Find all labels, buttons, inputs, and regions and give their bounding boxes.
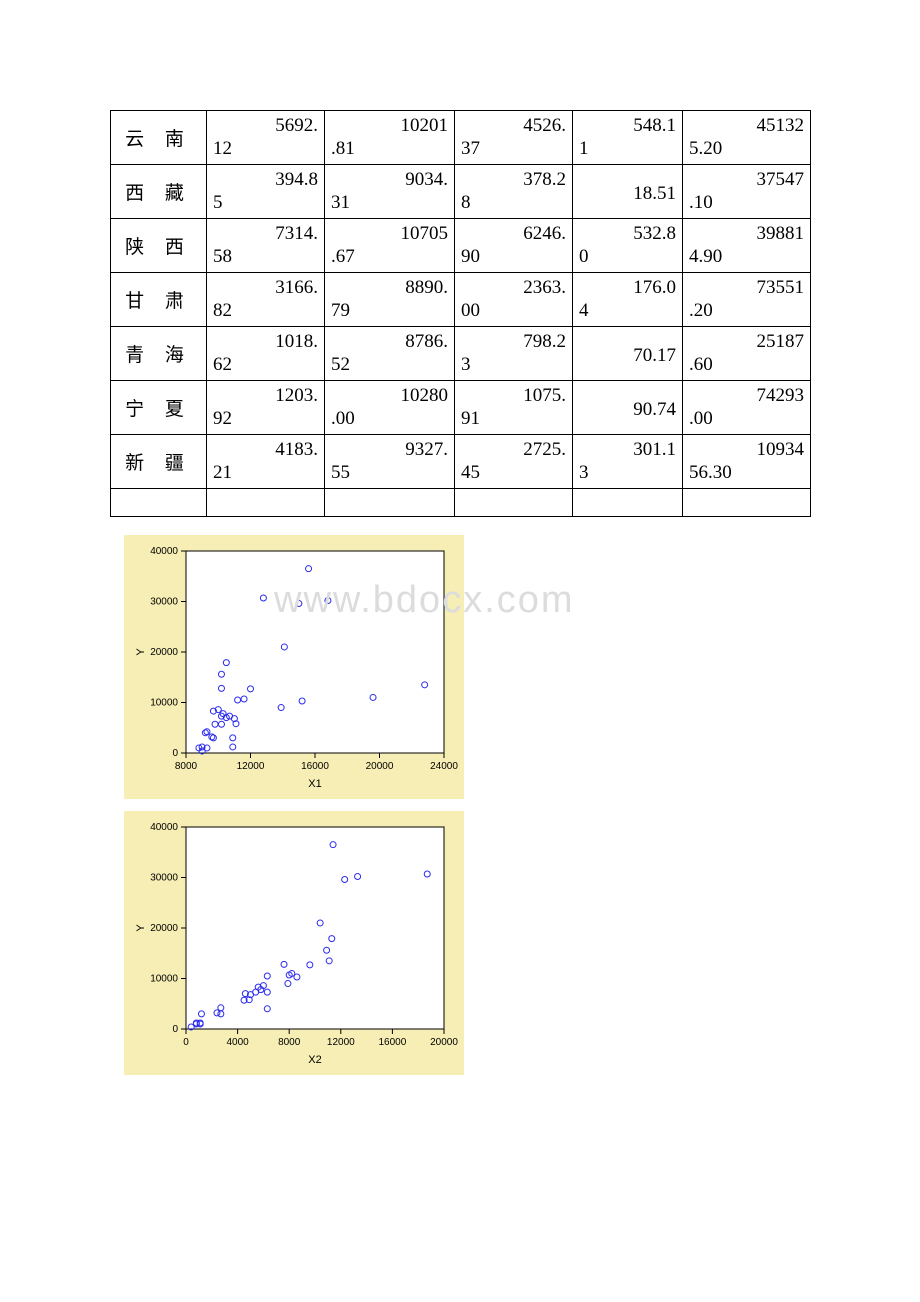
svg-text:10000: 10000: [150, 698, 178, 709]
data-cell: 37547.10: [683, 165, 811, 219]
data-cell: 2363.00: [455, 273, 573, 327]
data-cell: 4526.37: [455, 111, 573, 165]
data-cell: 6246.90: [455, 219, 573, 273]
data-cell: 10201.81: [325, 111, 455, 165]
row-label: 宁 夏: [111, 381, 207, 435]
data-cell: 90.74: [573, 381, 683, 435]
svg-text:20000: 20000: [366, 761, 394, 772]
data-cell: 25187.60: [683, 327, 811, 381]
svg-text:X2: X2: [308, 1054, 321, 1066]
svg-text:4000: 4000: [226, 1037, 249, 1048]
svg-text:40000: 40000: [150, 822, 178, 833]
data-cell: 4183.21: [207, 435, 325, 489]
table-row: 云 南5692.1210201.814526.37548.11451325.20: [111, 111, 811, 165]
svg-text:20000: 20000: [430, 1037, 458, 1048]
table-row: 西 藏394.859034.31378.2818.5137547.10: [111, 165, 811, 219]
row-label: 云 南: [111, 111, 207, 165]
data-cell: 394.85: [207, 165, 325, 219]
data-cell: 18.51: [573, 165, 683, 219]
scatter-chart-x1: 0 10000 20000 30000 40000 8000 12000 16000 20000…: [124, 535, 464, 799]
svg-text:40000: 40000: [150, 546, 178, 557]
data-cell: 532.80: [573, 219, 683, 273]
data-cell: 548.11: [573, 111, 683, 165]
data-cell: 2725.45: [455, 435, 573, 489]
svg-text:20000: 20000: [150, 647, 178, 658]
svg-text:10000: 10000: [150, 974, 178, 985]
row-label: 西 藏: [111, 165, 207, 219]
data-cell: 73551.20: [683, 273, 811, 327]
svg-text:30000: 30000: [150, 873, 178, 884]
data-cell: 1075.91: [455, 381, 573, 435]
data-cell: 378.28: [455, 165, 573, 219]
svg-text:Y: Y: [135, 924, 147, 932]
table-row: 宁 夏1203.9210280.001075.9190.7474293.00: [111, 381, 811, 435]
data-cell: 398814.90: [683, 219, 811, 273]
table-row-empty: [111, 489, 811, 517]
svg-text:0: 0: [172, 1024, 178, 1035]
data-cell: 9327.55: [325, 435, 455, 489]
svg-text:0: 0: [183, 1037, 189, 1048]
data-cell: 8786.52: [325, 327, 455, 381]
data-cell: 10280.00: [325, 381, 455, 435]
data-cell: 5692.12: [207, 111, 325, 165]
row-label: 甘 肃: [111, 273, 207, 327]
svg-text:0: 0: [172, 748, 178, 759]
svg-text:Y: Y: [135, 648, 147, 656]
svg-text:30000: 30000: [150, 597, 178, 608]
data-cell: 1018.62: [207, 327, 325, 381]
row-label: 新 疆: [111, 435, 207, 489]
data-cell: 176.04: [573, 273, 683, 327]
svg-text:12000: 12000: [237, 761, 265, 772]
data-cell: 798.23: [455, 327, 573, 381]
data-cell: 8890.79: [325, 273, 455, 327]
data-cell: 70.17: [573, 327, 683, 381]
svg-text:8000: 8000: [278, 1037, 301, 1048]
data-table: 云 南5692.1210201.814526.37548.11451325.20…: [110, 110, 811, 517]
svg-text:12000: 12000: [327, 1037, 355, 1048]
data-cell: 10705.67: [325, 219, 455, 273]
data-cell: 3166.82: [207, 273, 325, 327]
data-cell: 7314.58: [207, 219, 325, 273]
data-cell: 74293.00: [683, 381, 811, 435]
table-row: 陕 西7314.5810705.676246.90532.80398814.90: [111, 219, 811, 273]
data-cell: 301.13: [573, 435, 683, 489]
row-label: 青 海: [111, 327, 207, 381]
table-row: 青 海1018.628786.52798.2370.1725187.60: [111, 327, 811, 381]
table-row: 甘 肃3166.828890.792363.00176.0473551.20: [111, 273, 811, 327]
table-row: 新 疆4183.219327.552725.45301.131093456.30: [111, 435, 811, 489]
data-cell: 451325.20: [683, 111, 811, 165]
svg-text:16000: 16000: [301, 761, 329, 772]
data-cell: 9034.31: [325, 165, 455, 219]
scatter-chart-x2: 0 10000 20000 30000 40000 0 4000 8000 12000 16000…: [124, 811, 464, 1075]
data-cell: 1203.92: [207, 381, 325, 435]
svg-text:20000: 20000: [150, 923, 178, 934]
row-label: 陕 西: [111, 219, 207, 273]
svg-text:8000: 8000: [175, 761, 198, 772]
svg-text:16000: 16000: [378, 1037, 406, 1048]
svg-text:X1: X1: [308, 778, 321, 790]
data-cell: 1093456.30: [683, 435, 811, 489]
svg-text:24000: 24000: [430, 761, 458, 772]
